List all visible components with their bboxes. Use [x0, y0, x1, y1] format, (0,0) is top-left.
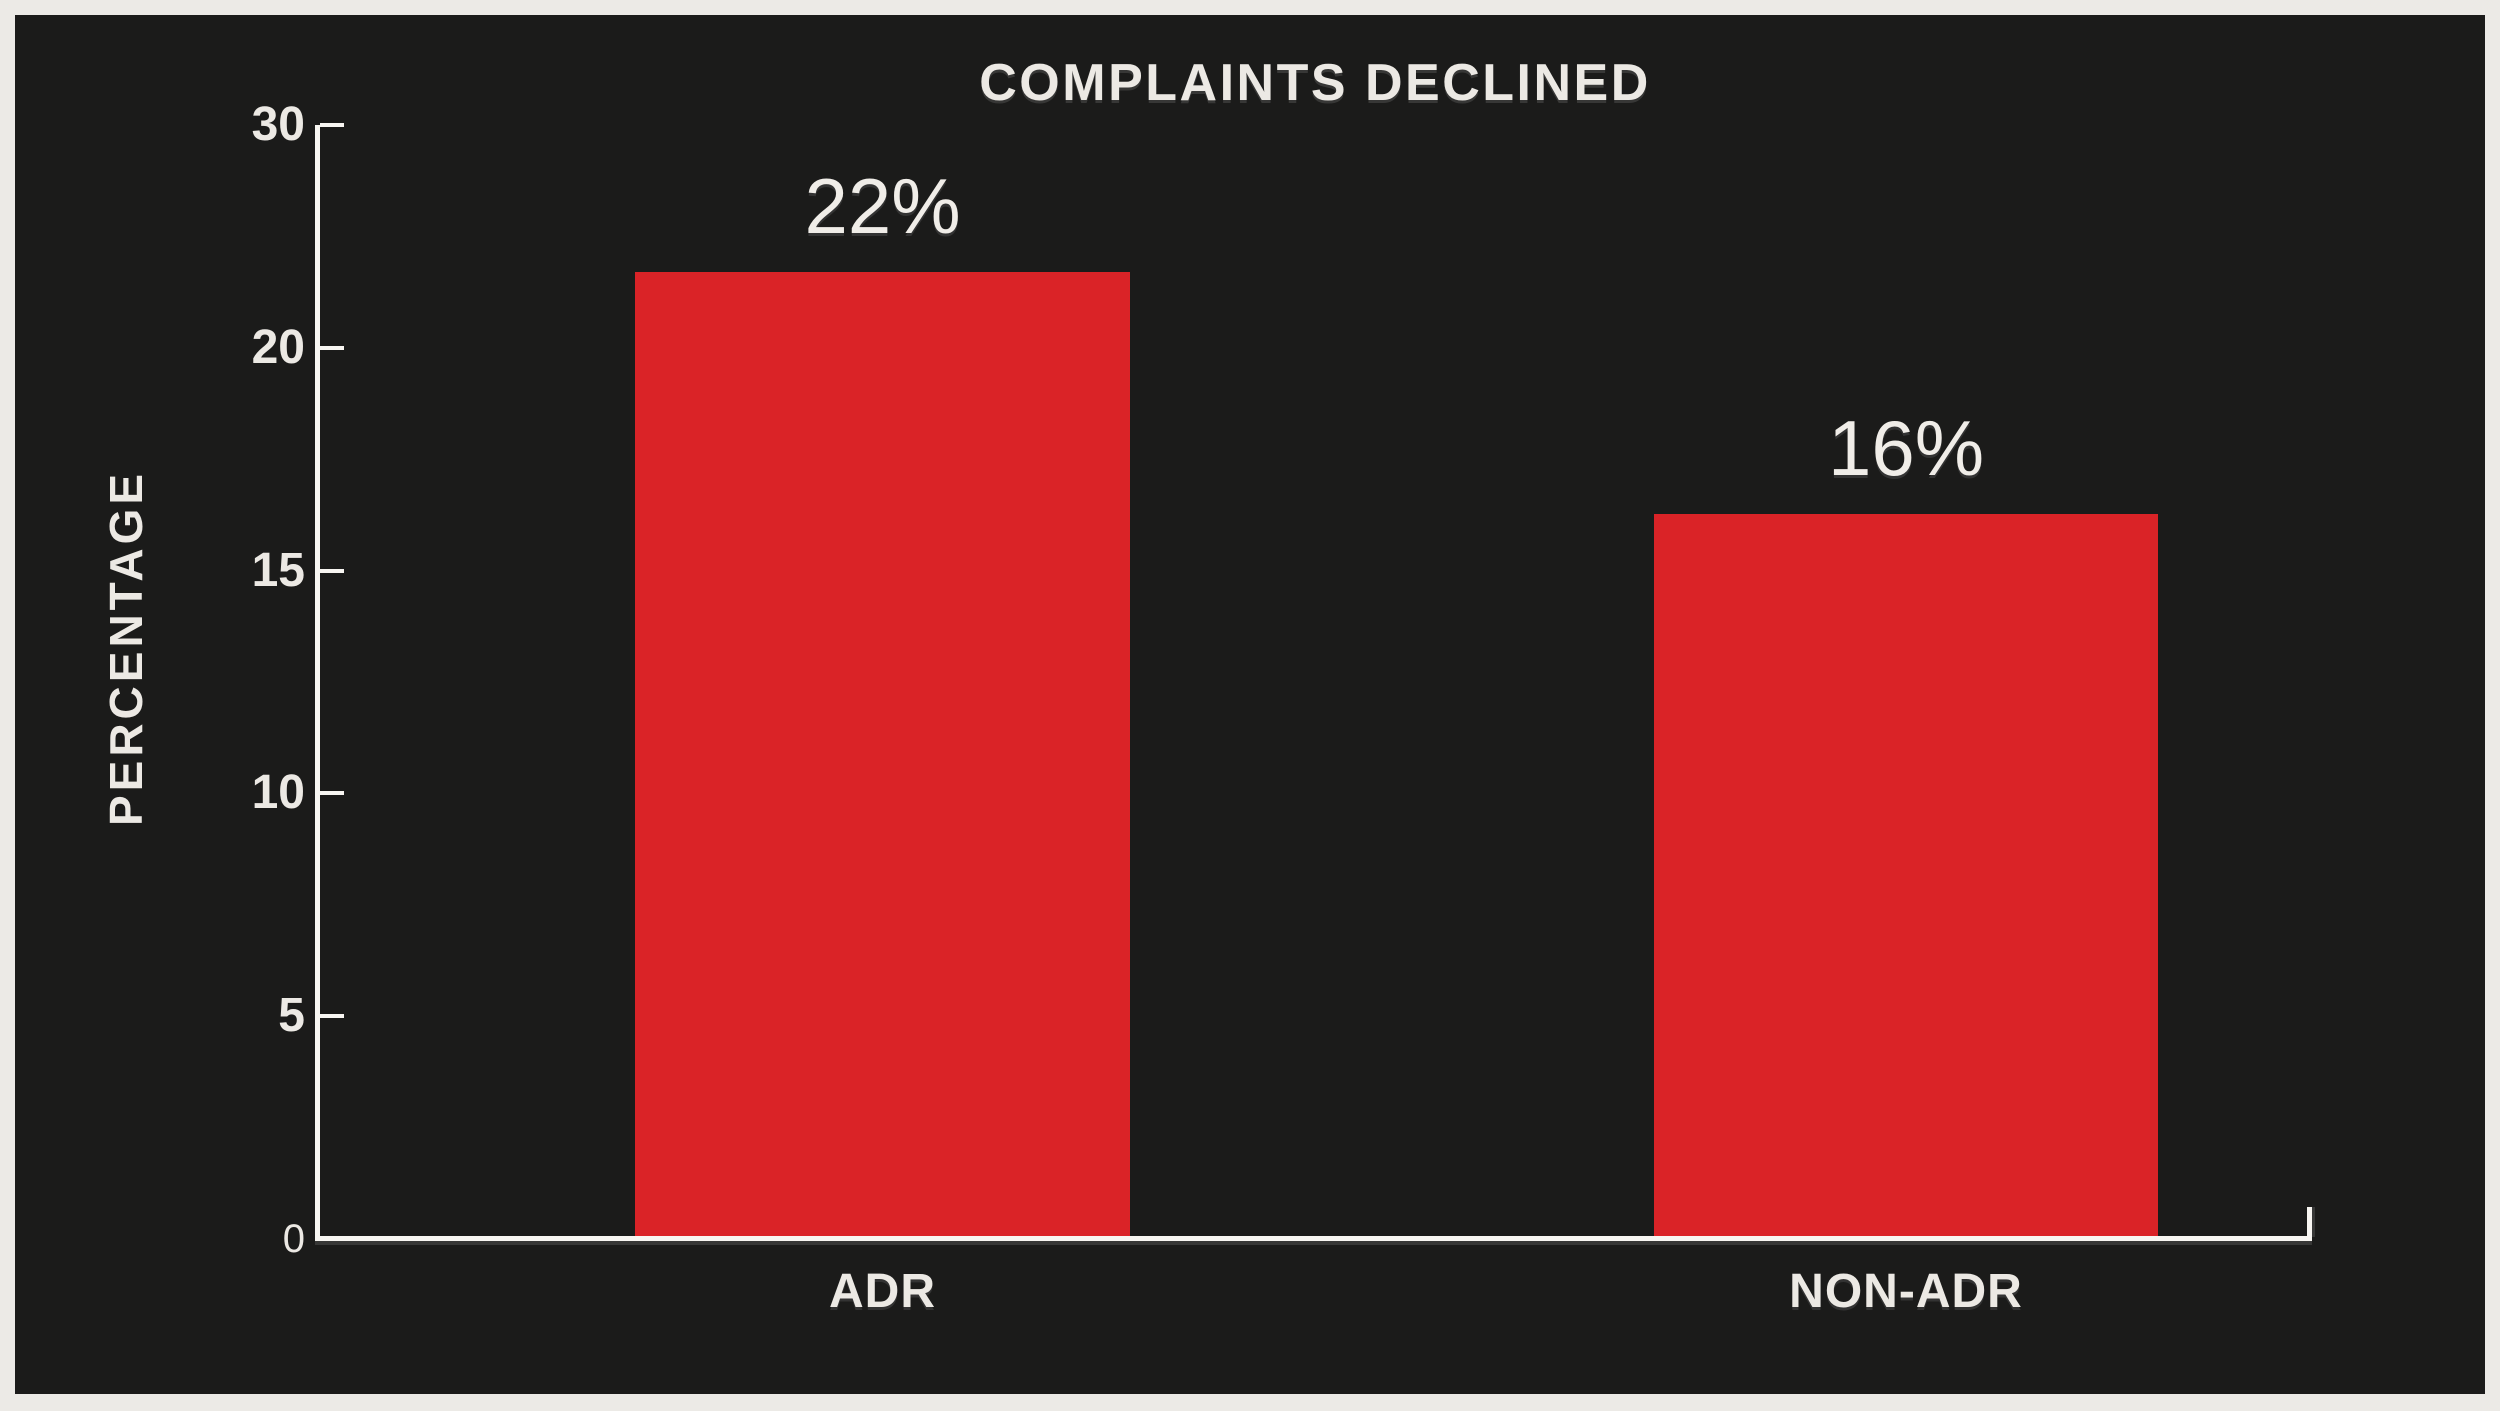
x-category-label: NON-ADR — [1789, 1265, 2023, 1318]
y-tick-label: 0 — [282, 1217, 305, 1261]
y-axis-tick — [320, 568, 344, 573]
chart-title: COMPLAINTS DECLINED — [979, 54, 1651, 112]
y-axis-line — [315, 125, 320, 1239]
x-axis-line — [315, 1236, 2312, 1241]
y-tick-label: 10 — [251, 766, 305, 820]
bar-non-adr — [1654, 514, 2158, 1236]
x-category-label: ADR — [829, 1265, 936, 1318]
y-axis-tick — [320, 345, 344, 350]
bar-value-label: 22% — [804, 162, 961, 251]
y-tick-label: 5 — [278, 989, 305, 1043]
y-tick-label: 30 — [251, 98, 305, 151]
bar-value-label: 16% — [1827, 404, 1985, 493]
x-axis-end-tick — [2307, 1207, 2312, 1237]
y-tick-label: 15 — [251, 543, 305, 597]
bar-adr — [635, 272, 1130, 1236]
y-axis-tick — [320, 1014, 344, 1019]
y-axis-tick — [320, 123, 344, 127]
y-tick-label: 20 — [251, 320, 305, 374]
chart-canvas: COMPLAINTS DECLINED PERCENTAGE 30 20 15 10 5… — [15, 15, 2485, 1394]
y-axis-tick — [320, 791, 344, 796]
